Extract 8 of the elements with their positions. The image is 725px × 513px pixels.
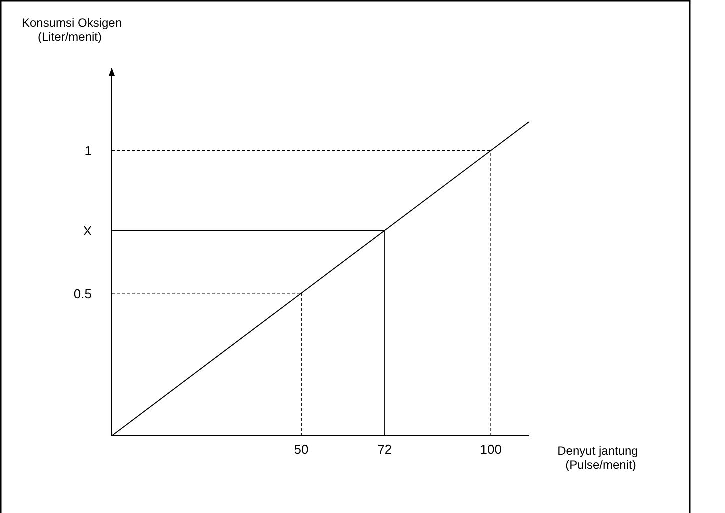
x-tick-label: 50 [294, 442, 309, 457]
y-axis-title: Konsumsi Oksigen (Liter/menit) [22, 16, 122, 44]
y-tick-label: X [83, 224, 92, 239]
x-axis-title: Denyut jantung (Pulse/menit) [558, 444, 638, 472]
y-tick-label: 1 [84, 144, 92, 159]
x-tick-label: 100 [480, 442, 502, 457]
x-tick-label: 72 [378, 442, 392, 457]
y-tick-label: 0.5 [74, 286, 92, 302]
